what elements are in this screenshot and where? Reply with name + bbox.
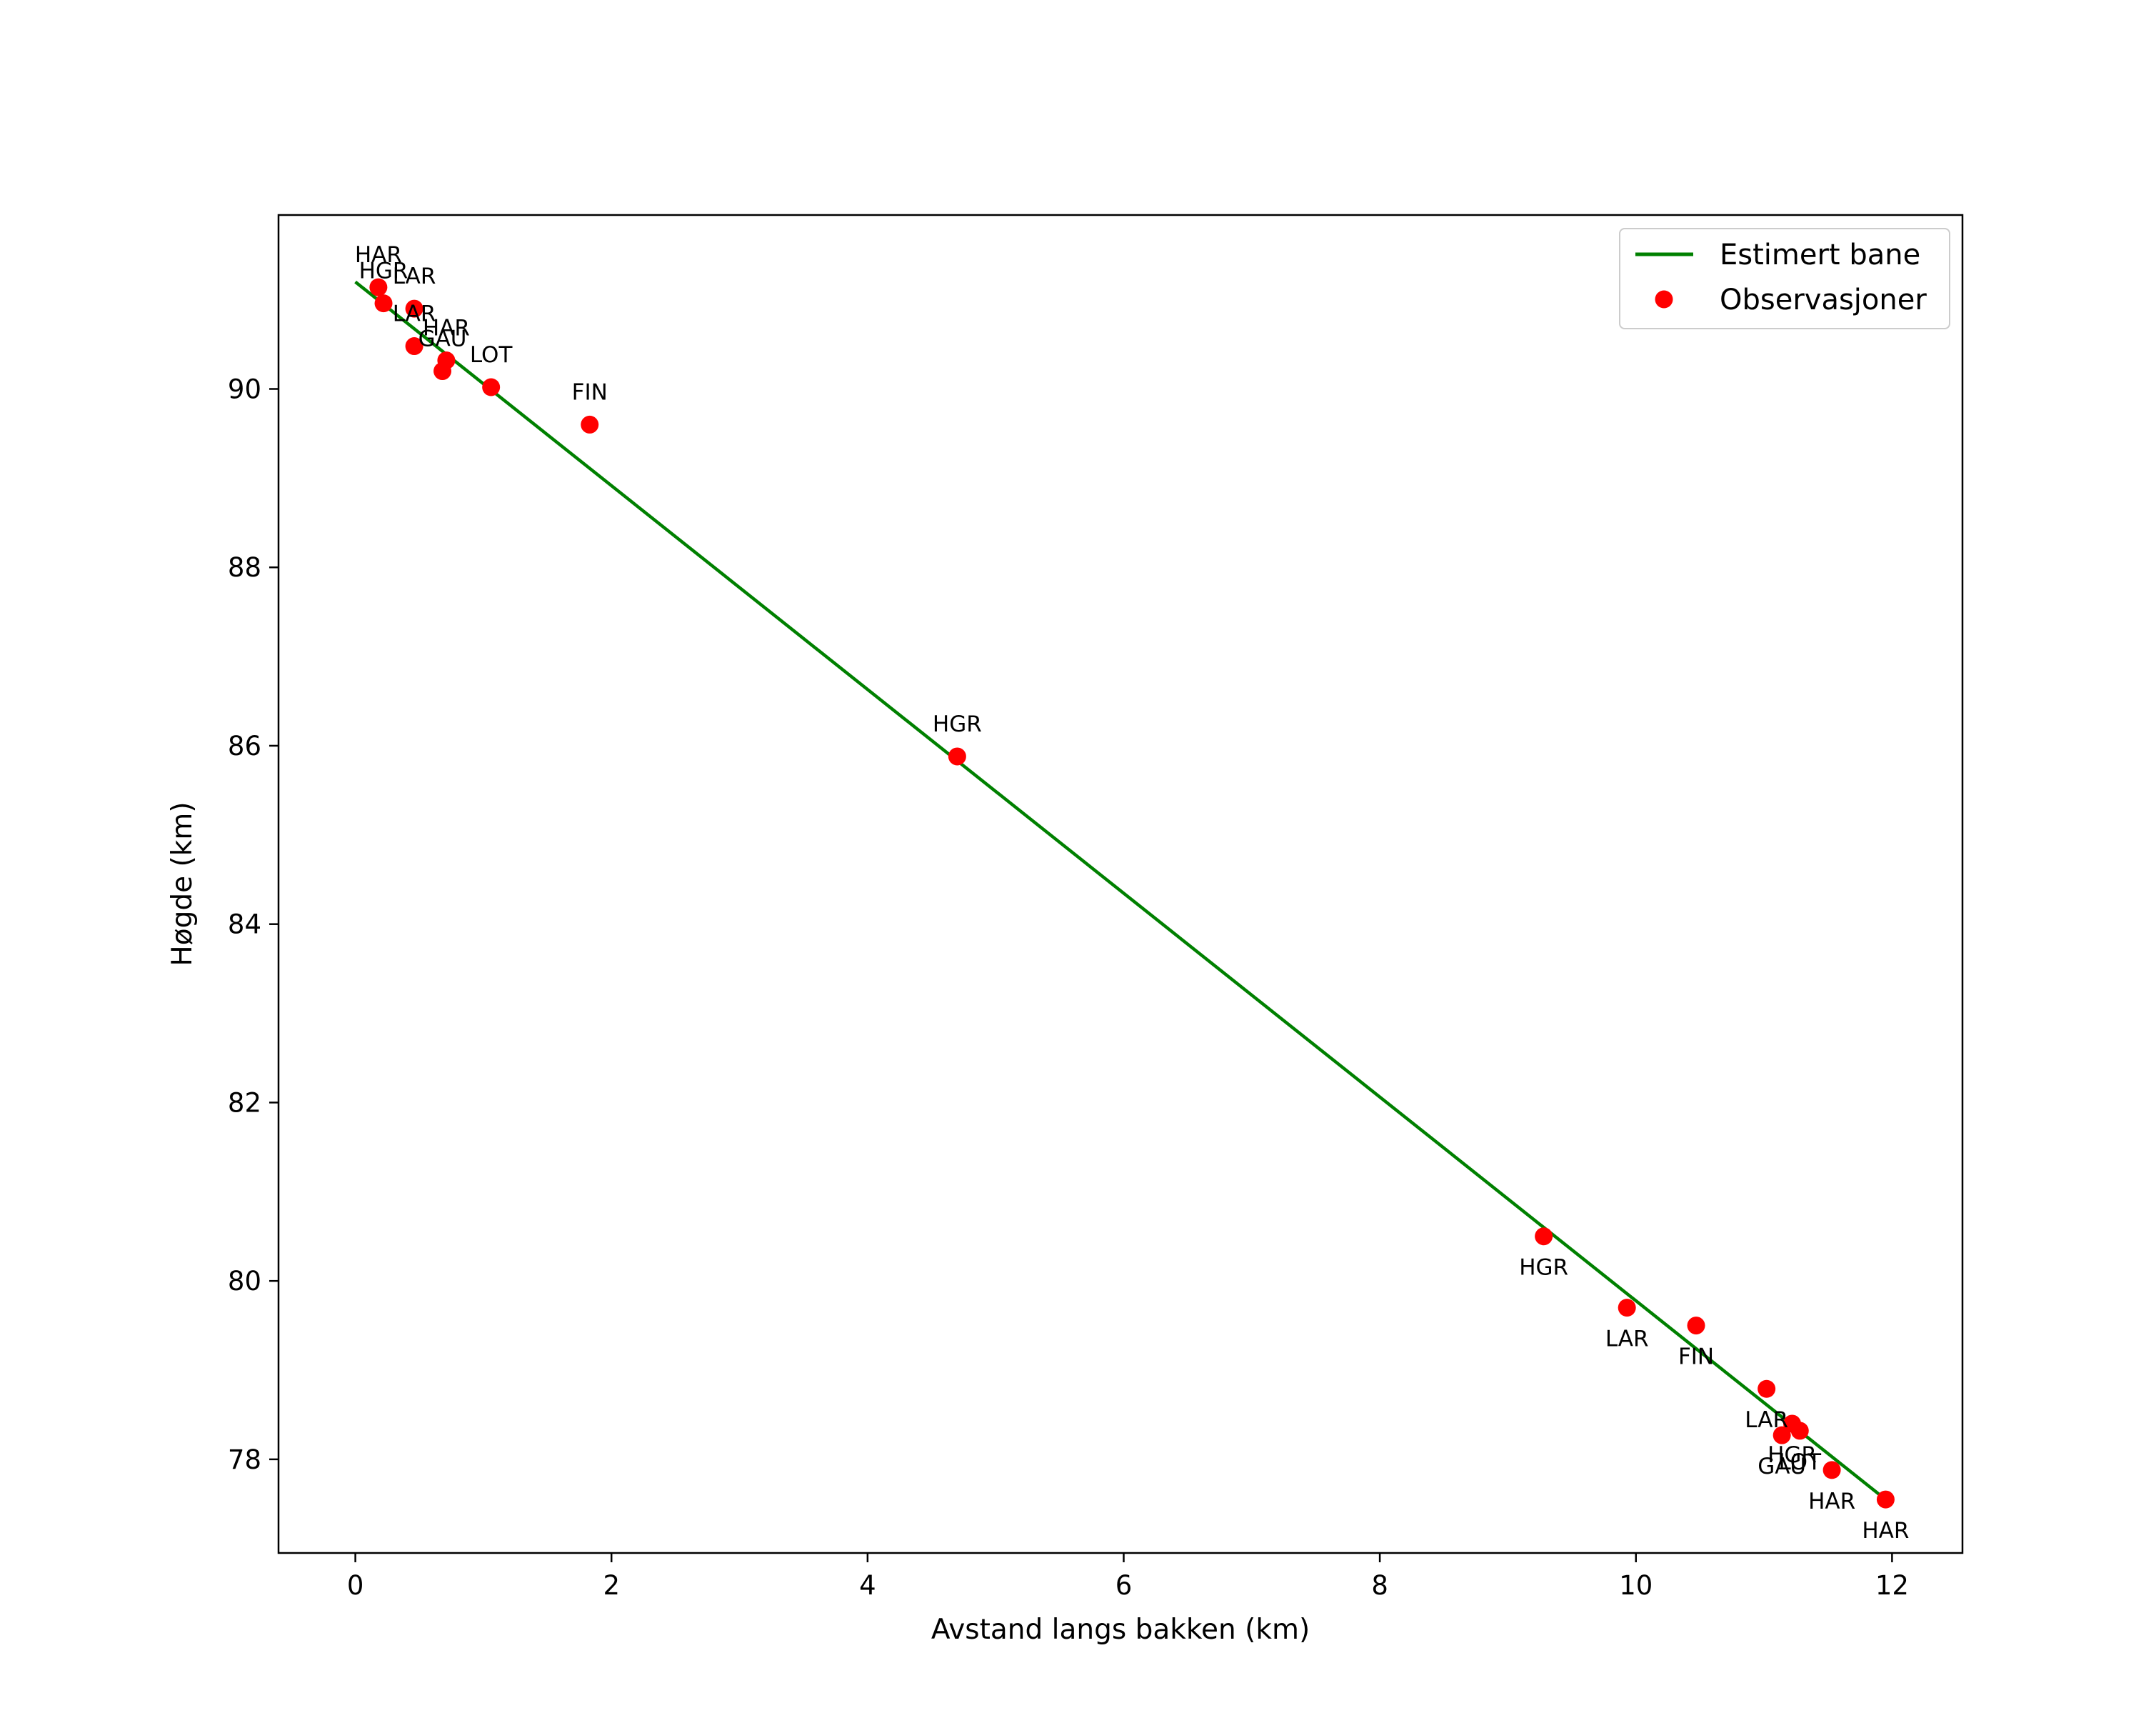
legend-box: [1619, 228, 1950, 329]
legend-entry-estimert-bane: Estimert bane: [1720, 239, 1920, 271]
observation-point: [1822, 1461, 1841, 1479]
x-tick-label: 4: [859, 1570, 876, 1601]
observation-point: [1618, 1299, 1636, 1317]
y-tick-label: 86: [228, 731, 261, 761]
observation-label: HAR: [1808, 1489, 1855, 1514]
observation-point: [433, 362, 452, 381]
observation-point: [1535, 1227, 1553, 1246]
observation-point: [948, 747, 966, 766]
y-axis-label: Høgde (km): [166, 801, 199, 966]
x-tick-label: 6: [1115, 1570, 1133, 1601]
point-labels: HARHGRLARLARHARGAULOTFINHGRHGRLARFINLARH…: [355, 242, 1910, 1544]
observation-point: [1687, 1317, 1705, 1335]
observation-label: LAR: [1745, 1407, 1788, 1433]
x-tick-label: 2: [603, 1570, 620, 1601]
estimated-path-line: [354, 280, 1887, 1501]
x-tick-label: 12: [1875, 1570, 1909, 1601]
observation-label: GAU: [1758, 1454, 1806, 1479]
observation-point: [369, 278, 388, 296]
observation-point: [405, 299, 423, 318]
x-tick-label: 10: [1619, 1570, 1653, 1601]
y-tick-label: 88: [228, 552, 261, 583]
observation-label: LAR: [393, 301, 436, 327]
observation-label: HGR: [1519, 1255, 1568, 1281]
observation-point: [581, 415, 599, 434]
y-tick-label: 84: [228, 909, 261, 940]
observation-point: [1758, 1379, 1776, 1398]
observation-point: [405, 337, 423, 356]
y-tick-label: 90: [228, 374, 261, 404]
x-tick-label: 8: [1371, 1570, 1388, 1601]
y-axis-ticks: 78 80 82 84 86 88 90: [228, 374, 279, 1475]
observation-point: [482, 378, 501, 396]
observation-label: HAR: [423, 316, 470, 341]
y-tick-label: 78: [228, 1444, 261, 1475]
observation-label: FIN: [1678, 1344, 1714, 1370]
observation-label: LAR: [1605, 1327, 1649, 1352]
axes-frame: [277, 214, 1964, 1554]
observation-label: GAU: [418, 326, 467, 352]
observation-label: LOT: [470, 342, 513, 368]
observation-label: HGR: [1768, 1442, 1817, 1468]
series-observasjoner: [369, 278, 1895, 1509]
observation-label: LOT: [1779, 1449, 1822, 1475]
legend-entry-observasjoner: Observasjoner: [1720, 284, 1927, 316]
observation-label: HAR: [355, 242, 402, 268]
observation-point: [374, 294, 393, 313]
observation-point: [1773, 1426, 1791, 1444]
y-tick-label: 82: [228, 1087, 261, 1118]
x-axis-label: Avstand langs bakken (km): [931, 1614, 1310, 1646]
observation-label: FIN: [572, 379, 608, 405]
plot-area: HARHGRLARLARHARGAULOTFINHGRHGRLARFINLARH…: [354, 242, 1910, 1544]
observation-label: HGR: [933, 711, 982, 737]
x-axis-ticks: 0 2 4 6 8 10 12: [347, 1553, 1909, 1601]
observation-point: [1876, 1490, 1895, 1509]
x-tick-label: 0: [347, 1570, 364, 1601]
y-tick-label: 80: [228, 1266, 261, 1297]
observation-point: [1790, 1422, 1809, 1440]
observation-label: HGR: [359, 259, 408, 284]
legend-point-swatch: [1655, 290, 1673, 309]
observation-label: LAR: [393, 264, 436, 289]
series-estimert-bane: [354, 280, 1887, 1501]
observation-label: HAR: [1862, 1518, 1909, 1544]
legend: Estimert bane Observasjoner: [1619, 228, 1950, 329]
